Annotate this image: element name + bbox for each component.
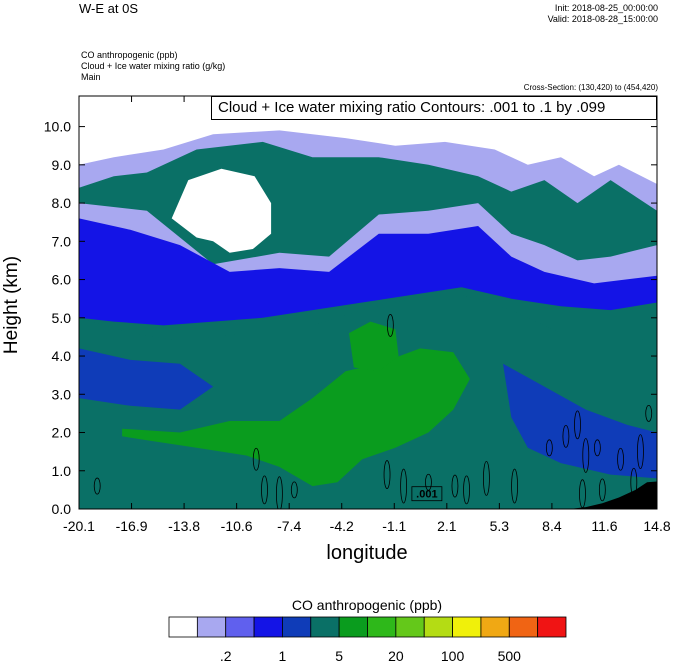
contour-label-box [411, 486, 443, 502]
cloud-contour-5 [386, 314, 394, 337]
y-tick-label: 9.0 [52, 157, 72, 173]
cloud-contour-21 [598, 478, 606, 502]
cloud-contour-11 [483, 461, 490, 496]
cloud-contour-15 [582, 438, 590, 473]
region-4 [79, 218, 657, 326]
colorbar: .2 1 5 20 100 500 [168, 616, 567, 664]
cloud-contour-19 [637, 434, 644, 470]
cloud-contour-13 [562, 424, 570, 448]
colorbar-label: 100 [441, 648, 465, 664]
cloud-contour-0 [93, 477, 101, 495]
terrain-shape [569, 481, 657, 509]
contour-label: .001 [416, 489, 437, 501]
x-tick-label: -1.1 [382, 518, 406, 534]
field-label-cloud: Cloud + Ice water mixing ratio (g/kg) [81, 61, 226, 71]
cloud-contours: .001 [93, 314, 653, 509]
cloud-contour-17 [617, 447, 624, 471]
colorbar-label: 1 [279, 648, 287, 664]
colorbar-label: .2 [220, 648, 232, 664]
y-tick-label: 7.0 [52, 233, 72, 249]
region-2 [171, 168, 272, 253]
cloud-contour-4 [290, 481, 298, 499]
colorbar-swatch-8 [395, 616, 425, 638]
y-tick-label: 8.0 [52, 195, 72, 211]
chart-title: W-E at 0S [79, 1, 139, 16]
valid-time: Valid: 2018-08-28_15:00:00 [547, 14, 658, 24]
x-tick-label: 8.4 [542, 518, 562, 534]
colorbar-swatch-9 [423, 616, 453, 638]
colorbar-title: CO anthropogenic (ppb) [291, 597, 443, 613]
colorbar-label: 5 [335, 648, 343, 664]
field-label-main: Main [81, 72, 101, 82]
cloud-contour-20 [645, 404, 653, 422]
y-tick-label: 6.0 [52, 272, 72, 288]
cross-section-label: Cross-Section: (130,420) to (454,420) [523, 83, 658, 92]
colorbar-swatch-0 [168, 616, 198, 638]
y-tick-label: 10.0 [44, 119, 71, 135]
colorbar-swatch-5 [310, 616, 340, 638]
x-tick-label: 14.8 [643, 518, 670, 534]
y-axis-label: Height (km) [1, 255, 22, 355]
cloud-contour-2 [261, 475, 268, 505]
colorbar-swatch-3 [253, 616, 283, 638]
x-tick-label: -4.2 [330, 518, 354, 534]
init-time: Init: 2018-08-25_00:00:00 [554, 3, 658, 13]
cloud-contour-7 [400, 468, 408, 504]
colorbar-label: 20 [388, 648, 404, 664]
y-tick-label: 4.0 [52, 348, 72, 364]
colorbar-swatch-4 [282, 616, 312, 638]
colorbar-swatch-12 [508, 616, 539, 638]
y-tick-label: 5.0 [52, 310, 72, 326]
colorbar-swatch-13 [537, 616, 567, 638]
y-tick-label: 2.0 [52, 425, 72, 441]
y-tick-label: 0.0 [52, 501, 72, 517]
colorbar-swatch-2 [225, 616, 255, 638]
cloud-contour-23 [511, 468, 518, 504]
y-tick-label: 3.0 [52, 386, 72, 402]
cloud-contour-3 [275, 476, 283, 509]
region-9 [349, 321, 399, 372]
colorbar-swatch-6 [338, 616, 368, 638]
field-label-co: CO anthropogenic (ppb) [81, 50, 178, 60]
cloud-contour-9 [451, 474, 459, 498]
terrain [569, 481, 657, 509]
x-tick-label: 11.6 [591, 518, 617, 534]
contour-info-box: Cloud + Ice water mixing ratio Contours:… [211, 96, 657, 120]
x-tick-label: -16.9 [116, 518, 148, 534]
x-tick-label: -7.4 [277, 518, 301, 534]
axes: -20.1 -16.9 -13.8 -10.6 -7.4 -4.2 -1.1 2.1 5.3 8.… [44, 96, 671, 534]
region-8 [122, 348, 470, 487]
x-axis-label: longitude [326, 542, 408, 564]
cloud-contour-16 [593, 439, 601, 457]
cloud-contour-6 [383, 460, 391, 489]
x-tick-label: 2.1 [437, 518, 457, 534]
cloud-contour-1 [252, 447, 260, 471]
cloud-contour-12 [545, 439, 553, 457]
x-tick-label: -13.8 [168, 518, 200, 534]
colorbar-label: 500 [498, 648, 522, 664]
x-tick-label: -20.1 [63, 518, 95, 534]
x-tick-label: -10.6 [221, 518, 253, 534]
region-6 [79, 348, 214, 410]
colorbar-swatch-10 [452, 616, 482, 638]
colorbar-swatch-11 [480, 616, 510, 638]
cloud-contour-8 [425, 473, 432, 491]
x-tick-label: 5.3 [490, 518, 510, 534]
y-tick-label: 1.0 [52, 463, 72, 479]
colorbar-swatch-7 [367, 616, 397, 638]
cloud-contour-10 [463, 475, 470, 505]
colorbar-swatch-1 [196, 616, 227, 638]
cloud-contour-14 [574, 410, 581, 440]
